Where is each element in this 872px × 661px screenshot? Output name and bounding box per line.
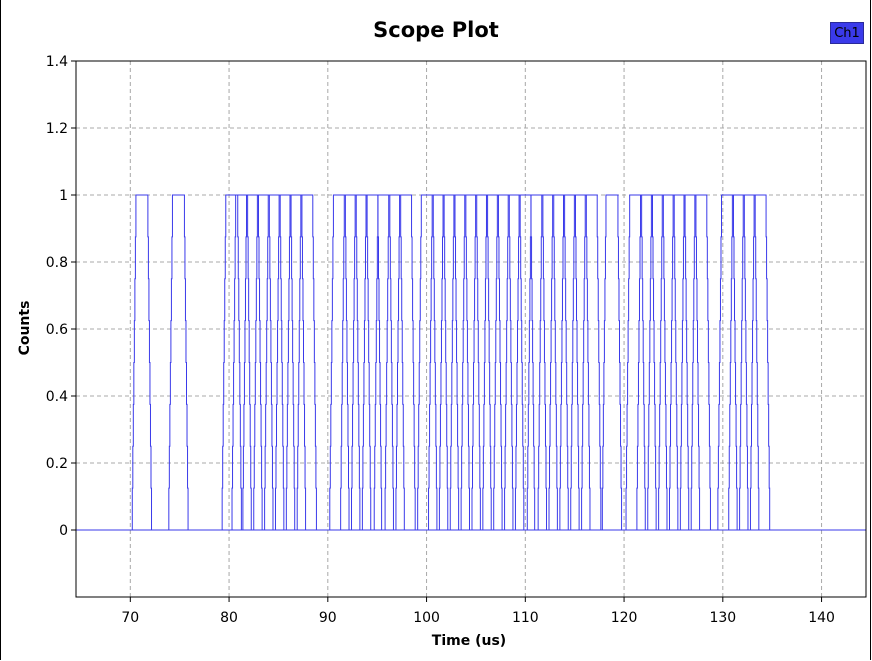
pulse-trace	[242, 194, 263, 531]
pulse-trace	[636, 194, 657, 531]
pulse-trace	[231, 194, 252, 531]
y-tick-label: 0.4	[46, 389, 68, 405]
pulse-trace	[504, 194, 525, 531]
x-tick-label: 110	[512, 610, 539, 626]
pulse-trace	[493, 194, 514, 531]
pulse-trace	[728, 194, 749, 531]
pulse-trace	[690, 194, 711, 531]
pulse-trace	[717, 194, 738, 531]
pulse-trace	[471, 194, 492, 531]
pulse-trace	[253, 194, 274, 531]
pulse-trace	[264, 194, 285, 531]
series-layer	[76, 194, 866, 531]
y-tick-label: 0.8	[46, 255, 68, 271]
y-tick-label: 0.2	[46, 456, 68, 472]
pulse-trace	[581, 194, 602, 531]
x-axis-label: Time (us)	[431, 633, 507, 649]
pulse-trace	[601, 194, 623, 531]
pulse-trace	[658, 194, 679, 531]
x-tick-label: 130	[709, 610, 736, 626]
ticks: 70 80 90 100 110 120 130 140 0 0.2 0.4 0.6 0.8 1 1.2 1.…	[46, 54, 835, 626]
pulse-trace	[548, 194, 569, 531]
pulse-trace	[296, 194, 317, 531]
pulse-trace	[221, 194, 242, 531]
pulse-trace	[131, 194, 153, 531]
pulse-trace	[428, 194, 449, 531]
pulse-trace	[679, 194, 701, 531]
pulse-trace	[373, 194, 394, 531]
y-tick-label: 0	[59, 523, 68, 539]
legend-ch1[interactable]: Ch1	[830, 22, 864, 44]
x-tick-label: 70	[121, 610, 139, 626]
pulse-trace	[168, 194, 189, 531]
pulse-trace	[449, 194, 471, 531]
pulse-trace	[340, 194, 361, 531]
pulse-trace	[417, 194, 438, 531]
y-tick-label: 1.4	[46, 54, 68, 70]
x-tick-label: 90	[319, 610, 337, 626]
pulse-trace	[559, 194, 580, 531]
pulse-trace	[438, 194, 460, 531]
x-tick-label: 100	[413, 610, 440, 626]
y-tick-label: 1.2	[46, 121, 68, 137]
y-tick-label: 0.6	[46, 322, 68, 338]
pulse-trace	[625, 194, 646, 531]
pulse-trace	[570, 194, 591, 531]
pulse-trace	[749, 194, 771, 531]
chart-title: Scope Plot	[373, 18, 499, 42]
pulse-trace	[384, 194, 405, 531]
pulse-trace	[460, 194, 481, 531]
pulse-trace	[668, 194, 690, 531]
pulse-trace	[514, 194, 536, 531]
x-tick-label: 120	[611, 610, 638, 626]
pulse-trace	[395, 194, 416, 531]
pulse-trace	[361, 194, 383, 531]
pulse-trace	[647, 194, 668, 531]
pulse-trace	[537, 194, 558, 531]
pulse-trace	[482, 194, 503, 531]
pulse-trace	[329, 194, 350, 531]
legend-label: Ch1	[834, 26, 860, 41]
x-tick-label: 140	[808, 610, 835, 626]
pulse-trace	[739, 194, 760, 531]
pulse-trace	[351, 194, 372, 531]
x-tick-label: 80	[220, 610, 238, 626]
pulse-trace	[274, 194, 296, 531]
pulse-trace	[526, 194, 548, 531]
pulse-trace	[285, 194, 307, 531]
y-tick-label: 1	[59, 188, 68, 204]
